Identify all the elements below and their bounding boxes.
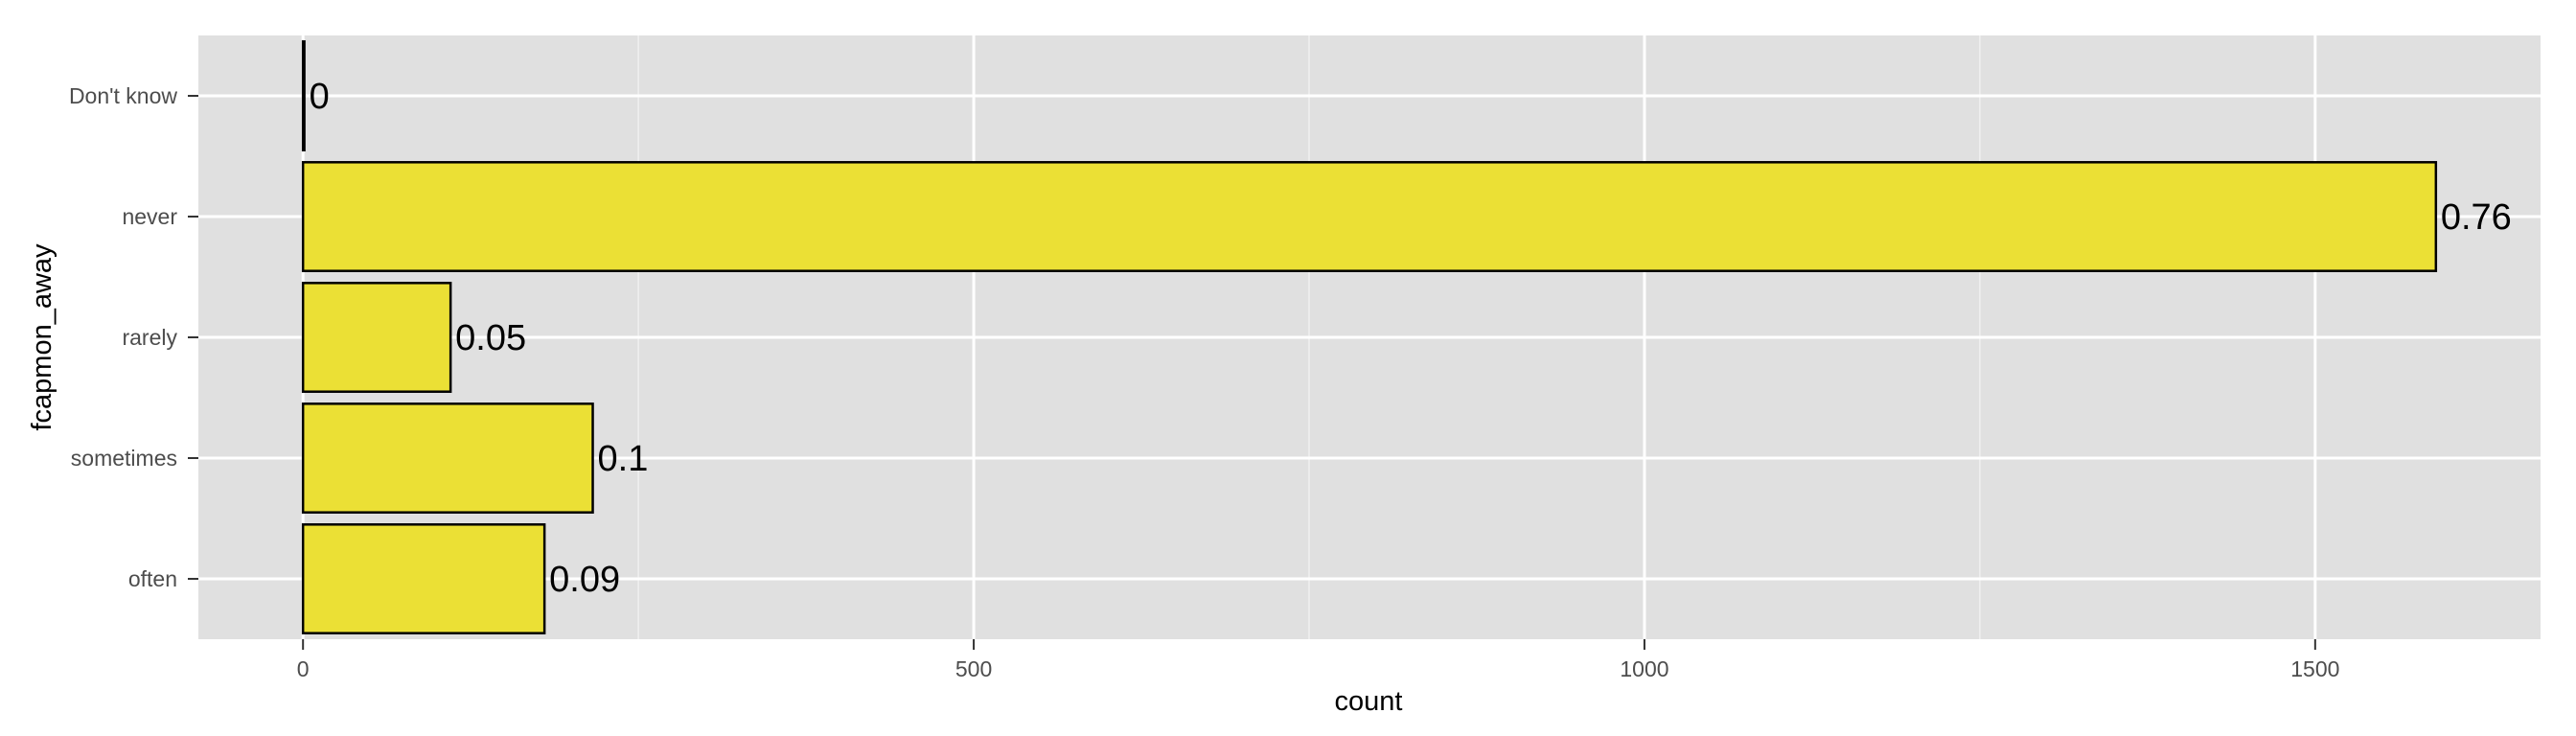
bars: [301, 40, 2438, 634]
data-labels: 0 0.76 0.05 0.1 0.09: [310, 77, 2512, 600]
y-tick-label: Don't know: [69, 83, 177, 108]
y-tick-label: rarely: [122, 325, 177, 350]
data-label: 0.76: [2441, 197, 2512, 238]
bar-don-t-know: [301, 40, 306, 151]
data-label: 0.1: [598, 439, 649, 479]
bar-rarely: [301, 282, 452, 393]
data-label: 0.09: [549, 560, 620, 600]
y-tick-label: sometimes: [71, 446, 177, 471]
y-tick-label: never: [122, 204, 177, 229]
y-axis: Don't know never rarely sometimes often: [69, 83, 198, 591]
data-label: 0.05: [455, 318, 526, 358]
x-tick-label: 1500: [2290, 656, 2339, 681]
y-tick-label: often: [128, 566, 177, 591]
x-tick-label: 0: [297, 656, 310, 681]
x-tick-label: 1000: [1620, 656, 1668, 681]
data-label: 0: [310, 77, 330, 117]
bar-never: [301, 161, 2438, 272]
y-axis-title: fcapmon_away: [27, 243, 58, 431]
bar-sometimes: [301, 402, 594, 514]
x-axis-title: count: [1335, 686, 1403, 717]
bar-often: [301, 523, 546, 634]
x-axis: 0 500 1000 1500: [297, 639, 2339, 681]
x-tick-label: 500: [955, 656, 992, 681]
